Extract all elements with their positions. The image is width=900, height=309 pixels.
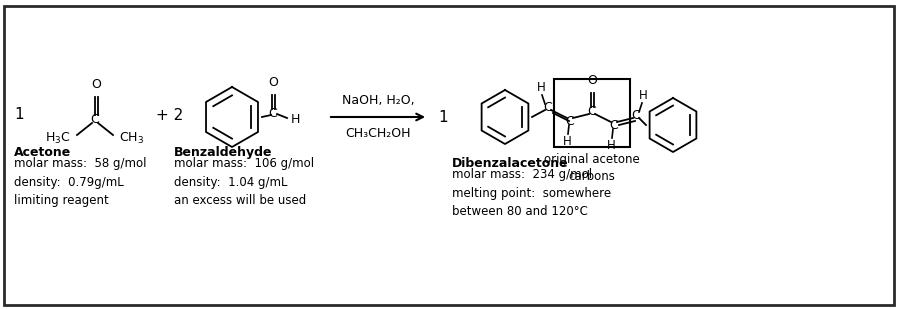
- Text: CH₃CH₂OH: CH₃CH₂OH: [346, 127, 410, 140]
- FancyBboxPatch shape: [4, 6, 894, 305]
- Text: C: C: [268, 107, 277, 120]
- Text: C: C: [544, 100, 553, 113]
- Text: Benzaldehyde: Benzaldehyde: [174, 146, 273, 159]
- Text: C: C: [588, 104, 597, 117]
- Text: 1: 1: [14, 107, 23, 121]
- Text: C: C: [565, 115, 574, 128]
- Text: CH$_3$: CH$_3$: [119, 130, 144, 146]
- Text: + 2: + 2: [156, 108, 184, 122]
- Text: original acetone
carbons: original acetone carbons: [544, 153, 640, 183]
- Text: C: C: [609, 118, 618, 132]
- Text: H: H: [291, 112, 301, 125]
- Text: Acetone: Acetone: [14, 146, 71, 159]
- Text: O: O: [588, 74, 598, 87]
- Text: O: O: [268, 76, 278, 89]
- Text: molar mass:  234 g/mol
melting point:  somewhere
between 80 and 120°C: molar mass: 234 g/mol melting point: som…: [452, 168, 611, 218]
- Text: Dibenzalacetone: Dibenzalacetone: [452, 157, 569, 170]
- Text: NaOH, H₂O,: NaOH, H₂O,: [342, 94, 414, 107]
- Text: H$_3$C: H$_3$C: [45, 130, 71, 146]
- Text: 1: 1: [438, 109, 447, 125]
- Text: O: O: [92, 78, 102, 91]
- Text: C: C: [91, 112, 99, 125]
- Text: H: H: [536, 81, 545, 94]
- Text: H: H: [562, 135, 572, 148]
- Text: molar mass:  106 g/mol
density:  1.04 g/mL
an excess will be used: molar mass: 106 g/mol density: 1.04 g/mL…: [174, 157, 314, 207]
- Text: H: H: [639, 89, 647, 102]
- Text: H: H: [607, 139, 616, 152]
- Text: C: C: [632, 108, 641, 121]
- Text: molar mass:  58 g/mol
density:  0.79g/mL
limiting reagent: molar mass: 58 g/mol density: 0.79g/mL l…: [14, 157, 147, 207]
